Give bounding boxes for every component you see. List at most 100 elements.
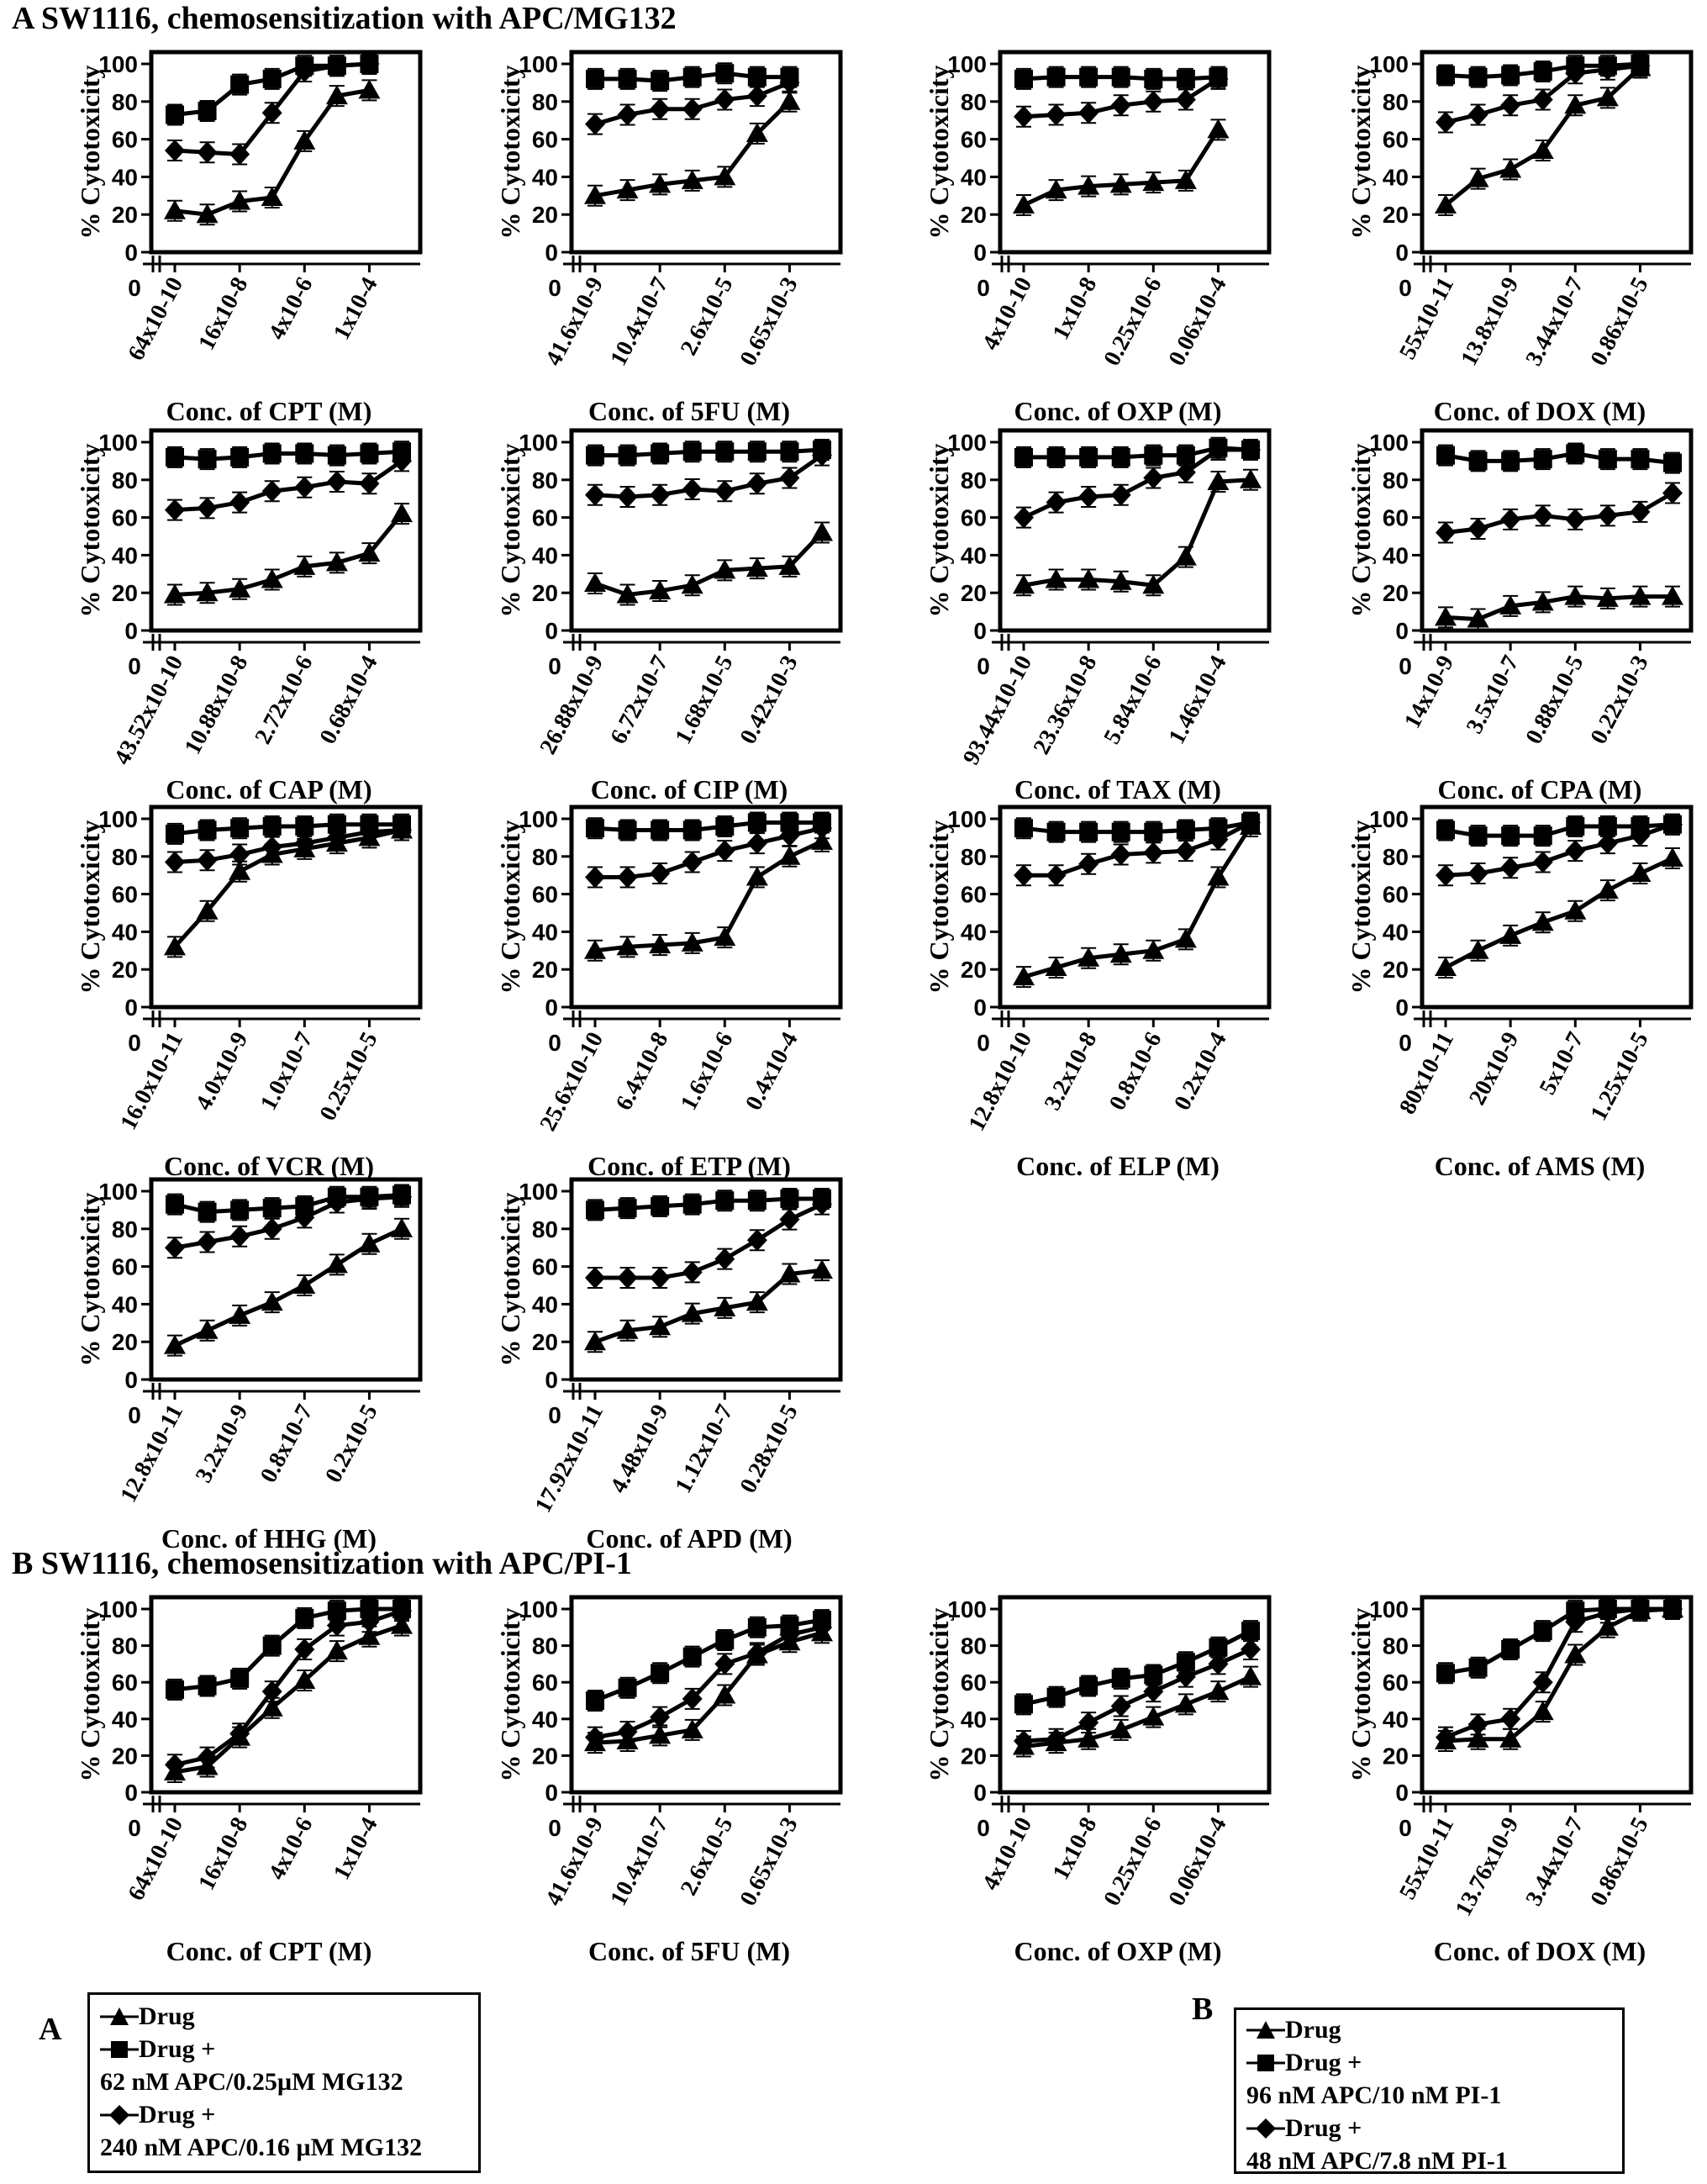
diamond-point bbox=[1436, 864, 1456, 887]
diamond-point bbox=[1532, 88, 1553, 111]
triangle-point bbox=[229, 190, 251, 210]
y-tick-label: 40 bbox=[961, 919, 987, 945]
square-point bbox=[651, 1664, 670, 1683]
triangle-point bbox=[1142, 939, 1165, 959]
triangle-point bbox=[745, 1291, 768, 1311]
x-zero-label: 0 bbox=[1399, 1030, 1412, 1056]
y-tick-label: 100 bbox=[98, 430, 138, 456]
triangle-point bbox=[811, 1259, 833, 1279]
diamond-point bbox=[392, 819, 412, 841]
diamond-point bbox=[1143, 467, 1164, 489]
diamond-point bbox=[1500, 1707, 1521, 1730]
triangle-point bbox=[1629, 862, 1652, 882]
diamond-point bbox=[1078, 852, 1099, 875]
x-tick-label: 5x10-7 bbox=[1535, 1028, 1589, 1100]
square-point bbox=[780, 442, 799, 462]
diamond-point bbox=[585, 483, 605, 506]
x-tick-label: 17.92x10-11 bbox=[530, 1401, 609, 1517]
y-tick-label: 20 bbox=[112, 202, 138, 228]
square-point bbox=[262, 69, 282, 88]
y-tick-label: 80 bbox=[532, 844, 558, 870]
triangle-point bbox=[745, 866, 768, 886]
y-tick-label: 40 bbox=[532, 164, 558, 190]
diamond-point bbox=[359, 1187, 380, 1210]
diamond-point bbox=[1597, 58, 1618, 81]
plot-frame bbox=[1420, 1595, 1694, 1795]
square-point bbox=[682, 67, 702, 87]
x-axis-label: Conc. of CAP (M) bbox=[166, 774, 371, 804]
square-point bbox=[651, 820, 670, 840]
y-tick-label: 20 bbox=[1383, 580, 1409, 606]
square-point bbox=[780, 1189, 799, 1208]
triangle-point bbox=[714, 1684, 736, 1704]
square-point bbox=[1468, 451, 1488, 471]
diamond-point bbox=[1014, 506, 1034, 529]
triangle-point bbox=[1435, 194, 1457, 214]
triangle-point bbox=[1629, 585, 1652, 605]
plot-frame bbox=[1420, 804, 1694, 1010]
y-axis-label: % Cytotoxicity bbox=[924, 820, 954, 994]
y-tick-label: 0 bbox=[545, 618, 558, 644]
x-axis-label: Conc. of DOX (M) bbox=[1434, 1936, 1646, 1966]
square-point bbox=[618, 446, 637, 465]
triangle-point bbox=[649, 1316, 672, 1336]
square-point bbox=[1436, 66, 1455, 85]
section-a-title: A SW1116, chemosensitization with APC/MG… bbox=[12, 1, 677, 36]
square-point bbox=[1566, 444, 1585, 463]
x-axis-label: Conc. of CPA (M) bbox=[1438, 774, 1642, 804]
x-zero-label: 0 bbox=[977, 653, 990, 679]
diamond-point bbox=[617, 866, 638, 889]
diamond-point bbox=[326, 826, 347, 849]
x-zero-label: 0 bbox=[128, 1030, 141, 1056]
triangle-point bbox=[681, 1718, 703, 1738]
legend-a-diamond: Drug + bbox=[100, 2098, 468, 2131]
diamond-point bbox=[1467, 1713, 1488, 1736]
square-point bbox=[1111, 67, 1130, 87]
y-tick-label: 80 bbox=[1383, 1633, 1409, 1659]
square-point bbox=[230, 1669, 250, 1688]
y-tick-label: 0 bbox=[1395, 618, 1409, 644]
triangle-point bbox=[1662, 847, 1683, 868]
square-point bbox=[166, 1680, 184, 1699]
y-tick-label: 100 bbox=[519, 1179, 558, 1205]
x-tick-label: 3.2x10-9 bbox=[191, 1401, 253, 1487]
square-point bbox=[1468, 826, 1488, 846]
y-tick-label: 40 bbox=[112, 542, 138, 568]
x-tick-label: 1x10-8 bbox=[1048, 1813, 1103, 1885]
square-point bbox=[1241, 1622, 1260, 1641]
y-tick-label: 80 bbox=[1383, 89, 1409, 115]
diamond-point bbox=[779, 71, 800, 94]
triangle-point bbox=[229, 860, 251, 880]
y-tick-label: 80 bbox=[532, 467, 558, 493]
y-tick-label: 60 bbox=[1383, 1670, 1409, 1696]
square-point bbox=[586, 69, 604, 88]
triangle-point bbox=[358, 1232, 381, 1253]
y-tick-label: 80 bbox=[961, 89, 987, 115]
x-zero-label: 0 bbox=[548, 275, 561, 301]
x-tick-label: 43.52x10-10 bbox=[109, 652, 188, 769]
triangle-point bbox=[584, 184, 606, 204]
diamond-point bbox=[650, 1267, 671, 1290]
y-tick-label: 40 bbox=[532, 1707, 558, 1733]
triangle-point bbox=[1564, 1643, 1587, 1664]
y-axis-label: % Cytotoxicity bbox=[75, 1607, 105, 1781]
square-point bbox=[198, 1676, 217, 1696]
square-point bbox=[651, 444, 670, 463]
y-tick-label: 60 bbox=[112, 882, 138, 908]
diamond-point bbox=[229, 1225, 250, 1248]
y-tick-label: 0 bbox=[124, 1780, 138, 1806]
x-tick-label: 16x10-8 bbox=[193, 1813, 253, 1895]
triangle-marker-icon bbox=[1246, 2020, 1285, 2039]
legend-a-square: Drug + bbox=[100, 2033, 468, 2065]
square-point bbox=[166, 447, 184, 467]
diamond-point bbox=[1565, 1611, 1586, 1633]
square-point bbox=[1079, 447, 1098, 467]
y-tick-label: 80 bbox=[112, 89, 138, 115]
y-tick-label: 80 bbox=[961, 1633, 987, 1659]
diamond-point bbox=[1597, 1601, 1618, 1624]
square-point bbox=[586, 819, 604, 838]
